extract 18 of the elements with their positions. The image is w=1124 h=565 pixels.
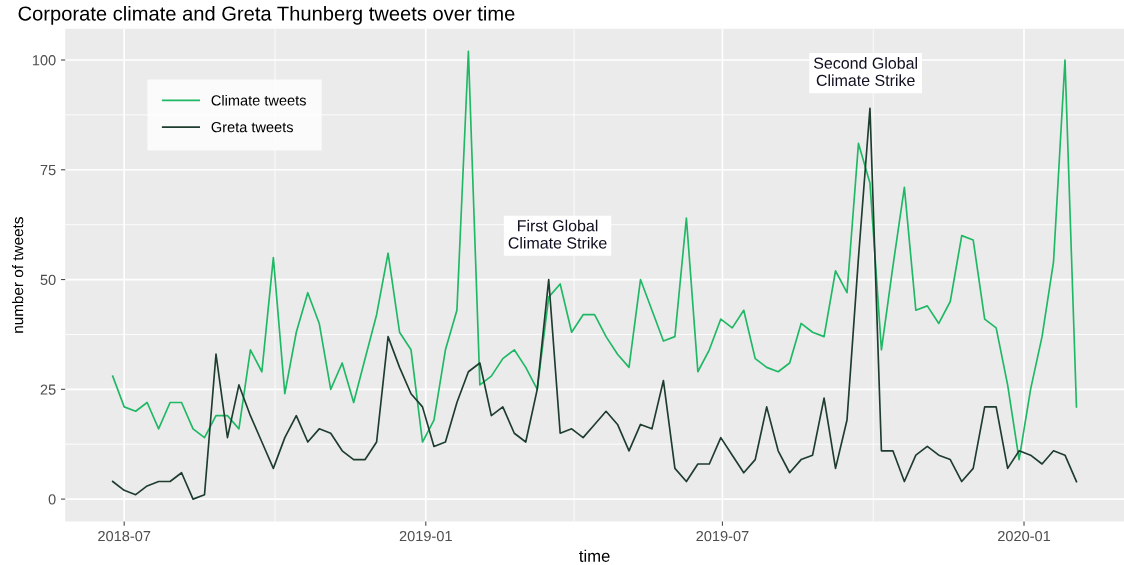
x-axis-title: time	[579, 549, 610, 562]
legend-label: Climate tweets	[211, 94, 306, 106]
x-tick-label: 2019-07	[696, 530, 749, 542]
y-tick-label: 50	[40, 274, 56, 285]
y-tick-label: 0	[48, 494, 56, 505]
x-tick-label: 2018-07	[98, 530, 151, 542]
annotation: First Global Climate Strike	[508, 219, 607, 249]
line-series	[111, 50, 1078, 461]
line-series	[111, 107, 1078, 500]
annotation: Second Global Climate Strike	[813, 57, 917, 87]
y-tick-label: 75	[40, 165, 56, 176]
x-tick-label: 2019-01	[399, 530, 452, 542]
y-tick-label: 25	[40, 384, 56, 395]
chart-title: Corporate climate and Greta Thunberg tweets over time	[18, 5, 515, 25]
x-tick-label: 2020-01	[998, 530, 1051, 542]
y-axis-title: number of tweets	[12, 217, 24, 333]
legend-label: Greta tweets	[211, 121, 293, 133]
y-tick-label: 100	[32, 55, 56, 66]
